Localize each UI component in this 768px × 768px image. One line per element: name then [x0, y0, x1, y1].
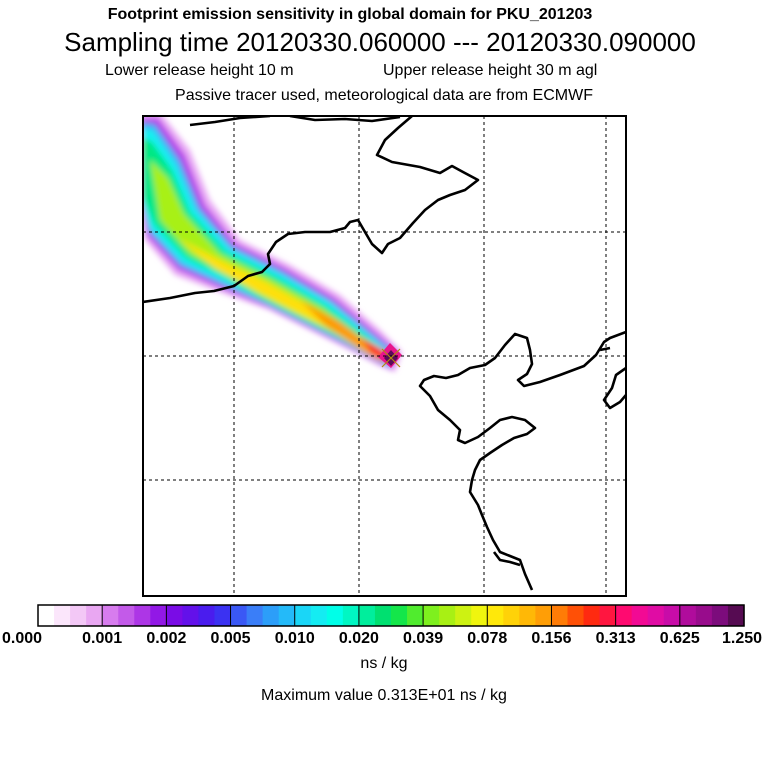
- colorbar-cell: [230, 605, 248, 626]
- colorbar-tick-label: 1.250: [721, 630, 763, 647]
- colorbar-cell: [535, 605, 553, 626]
- plume-orange: [300, 300, 384, 358]
- tracer-info: Passive tracer used, meteorological data…: [175, 87, 593, 104]
- upper-release-height: Upper release height 30 m agl: [383, 62, 598, 79]
- colorbar-cell: [38, 605, 55, 626]
- colorbar-tick-label: 0.000: [1, 630, 43, 647]
- colorbar-tick-label: 0.001: [82, 630, 123, 647]
- colorbar-cell: [455, 605, 472, 626]
- colorbar-cell: [615, 605, 633, 626]
- colorbar-cell: [711, 605, 729, 626]
- colorbar-tick-label: 0.020: [338, 630, 379, 647]
- colorbar-cell: [727, 605, 745, 626]
- colorbar-cell: [358, 605, 376, 626]
- colorbar-cell: [391, 605, 408, 626]
- colorbar-cell: [182, 605, 200, 626]
- footprint-map: [142, 115, 627, 597]
- colorbar-cell: [567, 605, 585, 626]
- release-site-marker: [381, 348, 401, 368]
- colorbar-cell: [487, 605, 504, 626]
- colorbar-cell: [294, 605, 312, 626]
- colorbar-tick-label: 0.005: [210, 630, 251, 647]
- colorbar-tick-label: 0.039: [403, 630, 444, 647]
- colorbar-cell: [695, 605, 713, 626]
- colorbar-cell: [374, 605, 392, 626]
- sampling-time-title: Sampling time 20120330.060000 --- 201203…: [64, 27, 696, 57]
- colorbar-cell: [342, 605, 360, 626]
- colorbar-cell: [198, 605, 216, 626]
- colorbar-cell: [663, 605, 681, 626]
- colorbar-cell: [471, 605, 488, 626]
- colorbar-tick-label: 0.078: [467, 630, 508, 647]
- colorbar-cell: [70, 605, 87, 626]
- colorbar-cell: [326, 605, 344, 626]
- map-frame: [142, 115, 627, 597]
- colorbar-tick-label: 0.313: [595, 630, 636, 647]
- colorbar-cell: [102, 605, 119, 626]
- title-line-1: Footprint emission sensitivity in global…: [107, 6, 593, 23]
- colorbar-cell: [54, 605, 71, 626]
- colorbar-cell: [519, 605, 537, 626]
- colorbar-cell: [150, 605, 167, 626]
- colorbar-cell: [407, 605, 424, 626]
- colorbar-cell: [599, 605, 617, 626]
- colorbar-units: ns / kg: [360, 655, 408, 672]
- colorbar-cell: [631, 605, 649, 626]
- colorbar-cell: [214, 605, 232, 626]
- coastline-east-islands: [599, 346, 626, 410]
- plume-cyan: [143, 128, 392, 365]
- colorbar-cell: [134, 605, 151, 626]
- colorbar-tick-label: 0.010: [274, 630, 315, 647]
- coastline-east: [418, 330, 626, 591]
- colorbar-cell: [278, 605, 296, 626]
- colorbar-cell: [551, 605, 569, 626]
- colorbar-cell: [439, 605, 456, 626]
- colorbar-tick-label: 0.002: [146, 630, 187, 647]
- colorbar-cell: [118, 605, 135, 626]
- colorbar-tick-label: 0.625: [659, 630, 700, 647]
- plume-yellow: [178, 238, 382, 360]
- colorbar-cell: [246, 605, 264, 626]
- colorbar-cell: [310, 605, 328, 626]
- colorbar: [37, 604, 745, 627]
- colorbar-cell: [423, 605, 440, 626]
- colorbar-frame: [37, 604, 745, 627]
- colorbar-cell: [262, 605, 280, 626]
- colorbar-cell: [503, 605, 520, 626]
- lower-release-height: Lower release height 10 m: [105, 62, 294, 79]
- colorbar-cell: [86, 605, 103, 626]
- colorbar-cell: [647, 605, 665, 626]
- colorbar-tick-label: 0.156: [531, 630, 572, 647]
- maximum-value: Maximum value 0.313E+01 ns / kg: [261, 687, 507, 704]
- colorbar-cell: [583, 605, 601, 626]
- colorbar-cell: [679, 605, 697, 626]
- colorbar-cell: [166, 605, 184, 626]
- coastline-south: [492, 551, 521, 567]
